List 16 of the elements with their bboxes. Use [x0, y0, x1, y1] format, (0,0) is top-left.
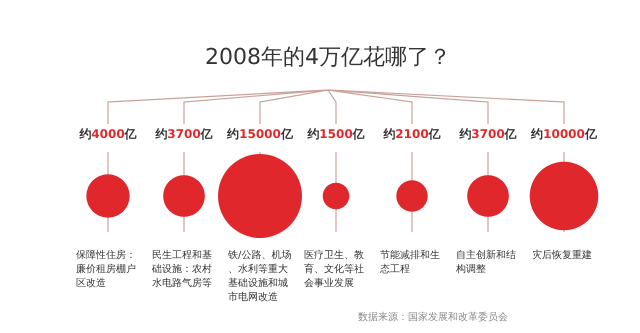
- source-note: 数据来源：国家发展和改革委员会: [358, 311, 508, 323]
- data-label: 约3700亿: [154, 127, 214, 141]
- data-label: 约4000亿: [78, 127, 138, 141]
- category-label: 医疗卫生、教育、文化等社会事业发展: [304, 249, 364, 289]
- data-label: 约15000亿: [226, 127, 294, 141]
- category-label: 保障性住房：廉价租房棚户区改造: [76, 249, 136, 289]
- data-label: 约10000亿: [530, 127, 598, 141]
- data-label: 约1500亿: [306, 127, 366, 141]
- text: 2008年的4万亿花哪了？: [205, 45, 451, 70]
- category-label: 灾后恢复重建: [532, 249, 592, 261]
- data-label: 约2100亿: [382, 127, 442, 141]
- category-label: 自主创新和结构调整: [455, 249, 516, 275]
- data-label: 约3700亿: [458, 127, 518, 141]
- category-label: 铁/公路、机场、水利等重大基础设施和城市电网改造: [227, 249, 292, 303]
- category-label: 节能减排和生态工程: [379, 249, 440, 275]
- category-label: 民生工程和基础设施：农村水电路气房等: [151, 249, 212, 289]
